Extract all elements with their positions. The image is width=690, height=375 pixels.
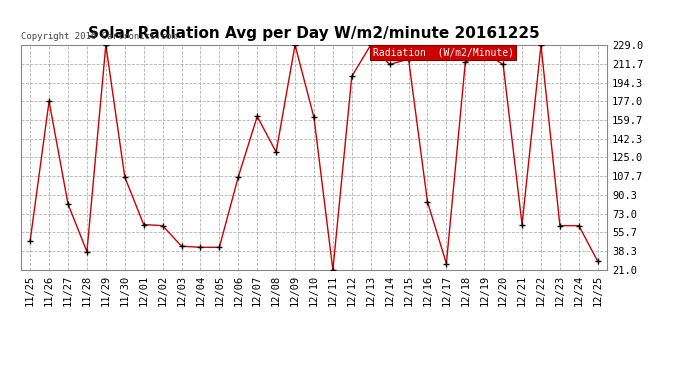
Text: Radiation  (W/m2/Minute): Radiation (W/m2/Minute) bbox=[373, 47, 513, 57]
Text: Copyright 2016 Cartronics.com: Copyright 2016 Cartronics.com bbox=[21, 32, 177, 41]
Title: Solar Radiation Avg per Day W/m2/minute 20161225: Solar Radiation Avg per Day W/m2/minute … bbox=[88, 26, 540, 41]
